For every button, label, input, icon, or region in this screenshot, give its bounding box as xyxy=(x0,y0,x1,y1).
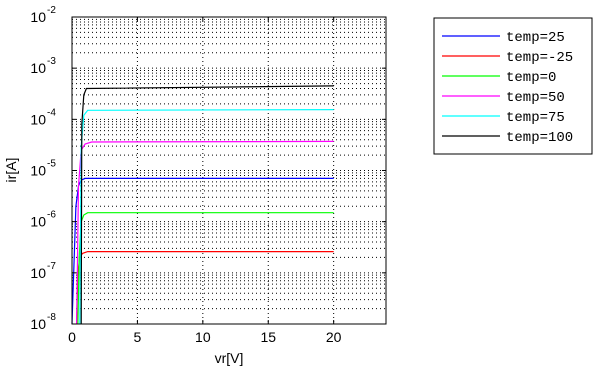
y-tick-label: 10 xyxy=(30,265,46,281)
series-line-1 xyxy=(71,177,334,325)
y-tick-exponent: -3 xyxy=(47,56,56,67)
y-tick-label: 10 xyxy=(30,111,46,127)
y-tick-exponent: -2 xyxy=(47,5,56,16)
y-tick-label: 10 xyxy=(30,60,46,76)
y-tick-label: 10 xyxy=(30,214,46,230)
x-tick-label: 5 xyxy=(134,329,142,345)
legend-box xyxy=(433,17,593,155)
legend-label-2: temp=-25 xyxy=(506,50,573,66)
y-tick-exponent: -5 xyxy=(47,159,56,170)
y-tick-exponent: -6 xyxy=(47,210,56,221)
grid xyxy=(71,17,386,325)
y-tick-label: 10 xyxy=(30,316,46,332)
y-tick-label: 10 xyxy=(30,163,46,179)
x-axis-label: vr[V] xyxy=(215,350,244,366)
legend-label-4: temp=50 xyxy=(506,90,565,106)
legend-label-6: temp=100 xyxy=(506,130,573,146)
series-line-3 xyxy=(77,212,334,325)
y-tick-exponent: -4 xyxy=(47,107,56,118)
x-tick-label: 0 xyxy=(68,329,76,345)
series-group xyxy=(71,85,334,325)
legend-label-3: temp=0 xyxy=(506,70,556,86)
x-tick-label: 20 xyxy=(326,329,342,345)
x-tick-label: 10 xyxy=(195,329,211,345)
legend-label-1: temp=25 xyxy=(506,30,565,46)
series-line-5 xyxy=(79,109,334,325)
series-line-6 xyxy=(80,85,334,325)
series-line-4 xyxy=(76,140,334,325)
y-tick-exponent: -7 xyxy=(47,261,56,272)
y-axis-label: ir[A] xyxy=(3,158,19,183)
y-tick-exponent: -8 xyxy=(47,312,56,323)
y-tick-label: 10 xyxy=(30,9,46,25)
legend-label-5: temp=75 xyxy=(506,110,565,126)
x-tick-label: 15 xyxy=(260,329,276,345)
legend: temp=25 temp=-25 temp=0 temp=50 temp=75 temp=… xyxy=(433,17,593,155)
